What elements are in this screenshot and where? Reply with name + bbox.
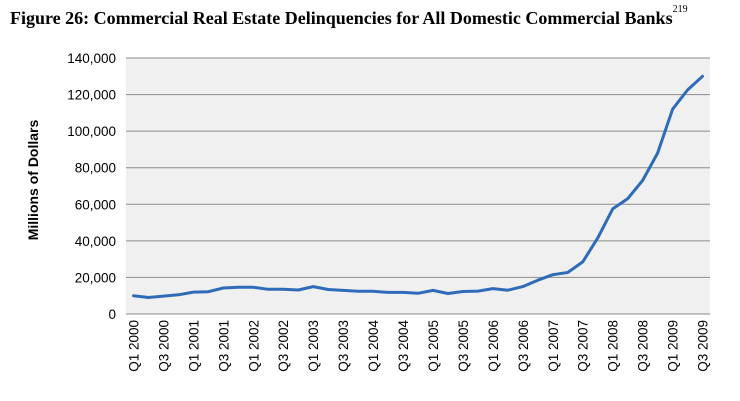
y-axis-ticks: 0 20,000 40,000 60,000 80,000 100,000 120,000 1… — [67, 51, 116, 322]
x-tick-label: Q3 2000 — [156, 320, 171, 372]
y-tick-label: 20,000 — [75, 270, 116, 285]
x-tick-label: Q3 2008 — [636, 320, 651, 372]
x-tick-label: Q1 2006 — [486, 320, 501, 372]
x-tick-label: Q1 2005 — [426, 320, 441, 372]
y-tick-label: 80,000 — [75, 161, 116, 176]
x-tick-label: Q3 2006 — [516, 320, 531, 372]
y-tick-label: 40,000 — [75, 234, 116, 249]
x-tick-label: Q1 2008 — [606, 320, 621, 372]
y-tick-label: 60,000 — [75, 197, 116, 212]
x-tick-label: Q3 2004 — [396, 320, 411, 372]
y-tick-label: 140,000 — [67, 51, 116, 66]
y-tick-label: 0 — [108, 307, 116, 322]
x-tick-label: Q3 2007 — [576, 320, 591, 372]
series-line — [132, 74, 704, 299]
y-axis-label: Millions of Dollars — [25, 120, 41, 241]
x-axis-ticks: Q1 2000 Q3 2000 Q1 2001 Q3 2001 Q1 2002 Q3 20… — [126, 320, 710, 372]
x-tick-label: Q1 2004 — [366, 320, 381, 372]
y-tick-label: 120,000 — [67, 88, 116, 103]
footnote-marker: 219 — [672, 4, 688, 15]
x-tick-label: Q1 2003 — [306, 320, 321, 372]
x-tick-label: Q3 2005 — [456, 320, 471, 372]
x-tick-label: Q3 2009 — [696, 320, 711, 372]
x-tick-label: Q1 2000 — [126, 320, 141, 372]
x-tick-label: Q1 2002 — [246, 320, 261, 372]
gridlines — [126, 57, 710, 278]
x-tick-label: Q1 2009 — [666, 320, 681, 372]
x-tick-label: Q3 2002 — [276, 320, 291, 372]
x-tick-label: Q1 2007 — [546, 320, 561, 372]
figure-title: Figure 26: Commercial Real Estate Delinq… — [10, 4, 735, 29]
figure-title-text: Figure 26: Commercial Real Estate Delinq… — [10, 8, 673, 28]
x-tick-label: Q3 2001 — [216, 320, 231, 372]
x-tick-label: Q3 2003 — [336, 320, 351, 372]
plot-area — [126, 58, 710, 314]
x-tick-label: Q1 2001 — [186, 320, 201, 372]
y-tick-label: 100,000 — [67, 124, 116, 139]
